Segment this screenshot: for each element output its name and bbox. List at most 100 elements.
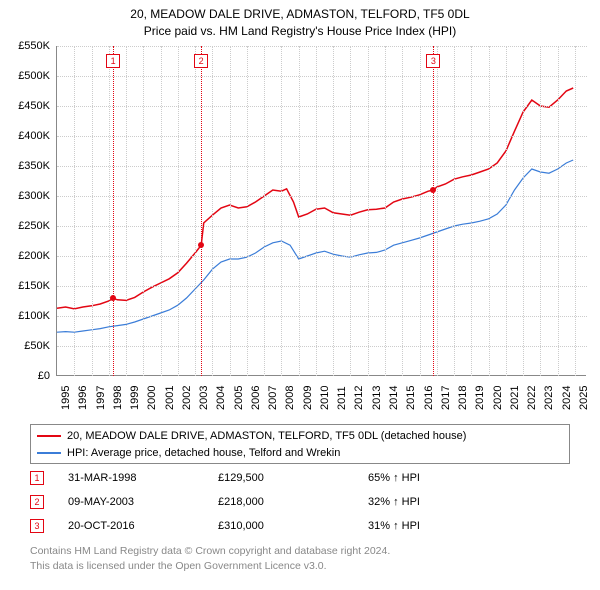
vgrid-line xyxy=(264,46,265,376)
vgrid-line xyxy=(299,46,300,376)
vgrid-line xyxy=(333,46,334,376)
footer-line2: This data is licensed under the Open Gov… xyxy=(30,559,390,574)
x-tick-label: 2012 xyxy=(353,386,365,410)
vgrid-line xyxy=(143,46,144,376)
annotation-table: 131-MAR-1998£129,50065% ↑ HPI 2 09-MAY-200… xyxy=(30,466,570,538)
x-tick-label: 2019 xyxy=(474,386,486,410)
marker-box: 1 xyxy=(106,54,120,68)
legend-swatch-hpi xyxy=(37,452,61,454)
marker-vline xyxy=(433,46,434,376)
hgrid-line xyxy=(57,76,587,77)
annotation-price: £218,000 xyxy=(218,496,368,508)
legend-row-property: 20, MEADOW DALE DRIVE, ADMASTON, TELFORD… xyxy=(37,428,563,445)
x-tick-label: 2025 xyxy=(578,386,590,410)
x-tick-label: 1997 xyxy=(95,386,107,410)
vgrid-line xyxy=(281,46,282,376)
marker-vline xyxy=(201,46,202,376)
hgrid-line xyxy=(57,46,587,47)
title-block: 20, MEADOW DALE DRIVE, ADMASTON, TELFORD… xyxy=(0,0,600,40)
x-tick-label: 2007 xyxy=(267,386,279,410)
annotation-date: 09-MAY-2003 xyxy=(68,496,218,508)
x-tick-label: 2024 xyxy=(561,386,573,410)
x-tick-label: 2014 xyxy=(388,386,400,410)
x-tick-label: 2010 xyxy=(319,386,331,410)
x-tick-label: 2001 xyxy=(164,386,176,410)
legend-label-hpi: HPI: Average price, detached house, Telf… xyxy=(67,445,340,462)
x-tick-label: 2022 xyxy=(526,386,538,410)
chart-container: 20, MEADOW DALE DRIVE, ADMASTON, TELFORD… xyxy=(0,0,600,590)
y-tick-label: £0 xyxy=(38,370,50,382)
marker-box: 3 xyxy=(426,54,440,68)
marker-box: 2 xyxy=(194,54,208,68)
x-tick-label: 2009 xyxy=(302,386,314,410)
legend-swatch-property xyxy=(37,435,61,437)
hgrid-line xyxy=(57,106,587,107)
annotation-date: 31-MAR-1998 xyxy=(68,472,218,484)
x-tick-label: 2018 xyxy=(457,386,469,410)
hgrid-line xyxy=(57,166,587,167)
annotation-marker-num: 3 xyxy=(30,519,44,533)
vgrid-line xyxy=(402,46,403,376)
vgrid-line xyxy=(471,46,472,376)
annotation-pct: 31% ↑ HPI xyxy=(368,520,488,532)
vgrid-line xyxy=(506,46,507,376)
hgrid-line xyxy=(57,136,587,137)
annotation-pct: 32% ↑ HPI xyxy=(368,496,488,508)
x-tick-label: 2023 xyxy=(543,386,555,410)
y-tick-label: £450K xyxy=(18,100,50,112)
x-tick-label: 1999 xyxy=(129,386,141,410)
annotation-marker-num: 2 xyxy=(30,495,44,509)
x-tick-label: 1996 xyxy=(77,386,89,410)
line-svg xyxy=(57,46,587,376)
y-tick-label: £550K xyxy=(18,40,50,52)
vgrid-line xyxy=(316,46,317,376)
x-tick-label: 2005 xyxy=(233,386,245,410)
vgrid-line xyxy=(523,46,524,376)
vgrid-line xyxy=(178,46,179,376)
annotation-row: 2 09-MAY-2003£218,00032% ↑ HPI xyxy=(30,490,570,514)
y-tick-label: £50K xyxy=(24,340,50,352)
x-tick-label: 2015 xyxy=(405,386,417,410)
y-tick-label: £400K xyxy=(18,130,50,142)
vgrid-line xyxy=(385,46,386,376)
annotation-pct: 65% ↑ HPI xyxy=(368,472,488,484)
annotation-price: £129,500 xyxy=(218,472,368,484)
x-tick-label: 1998 xyxy=(112,386,124,410)
x-tick-label: 2013 xyxy=(371,386,383,410)
footer: Contains HM Land Registry data © Crown c… xyxy=(30,544,390,573)
y-tick-label: £150K xyxy=(18,280,50,292)
hgrid-line xyxy=(57,286,587,287)
vgrid-line xyxy=(161,46,162,376)
annotation-date: 20-OCT-2016 xyxy=(68,520,218,532)
title-line1: 20, MEADOW DALE DRIVE, ADMASTON, TELFORD… xyxy=(0,6,600,23)
vgrid-line xyxy=(230,46,231,376)
hgrid-line xyxy=(57,316,587,317)
title-line2: Price paid vs. HM Land Registry's House … xyxy=(0,23,600,40)
vgrid-line xyxy=(212,46,213,376)
y-tick-label: £500K xyxy=(18,70,50,82)
x-tick-label: 2003 xyxy=(198,386,210,410)
vgrid-line xyxy=(454,46,455,376)
y-tick-label: £100K xyxy=(18,310,50,322)
y-tick-label: £350K xyxy=(18,160,50,172)
y-tick-label: £250K xyxy=(18,220,50,232)
x-tick-label: 1995 xyxy=(60,386,72,410)
vgrid-line xyxy=(126,46,127,376)
plot-area: 1 2 3 xyxy=(56,46,586,376)
footer-line1: Contains HM Land Registry data © Crown c… xyxy=(30,544,390,559)
x-tick-label: 2002 xyxy=(181,386,193,410)
x-tick-label: 2020 xyxy=(492,386,504,410)
vgrid-line xyxy=(350,46,351,376)
marker-dot xyxy=(198,242,204,248)
marker-dot xyxy=(430,187,436,193)
x-tick-label: 2000 xyxy=(146,386,158,410)
vgrid-line xyxy=(437,46,438,376)
vgrid-line xyxy=(195,46,196,376)
annotation-row: 320-OCT-2016£310,00031% ↑ HPI xyxy=(30,514,570,538)
annotation-row: 131-MAR-1998£129,50065% ↑ HPI xyxy=(30,466,570,490)
x-tick-label: 2017 xyxy=(440,386,452,410)
vgrid-line xyxy=(109,46,110,376)
vgrid-line xyxy=(420,46,421,376)
vgrid-line xyxy=(489,46,490,376)
vgrid-line xyxy=(368,46,369,376)
